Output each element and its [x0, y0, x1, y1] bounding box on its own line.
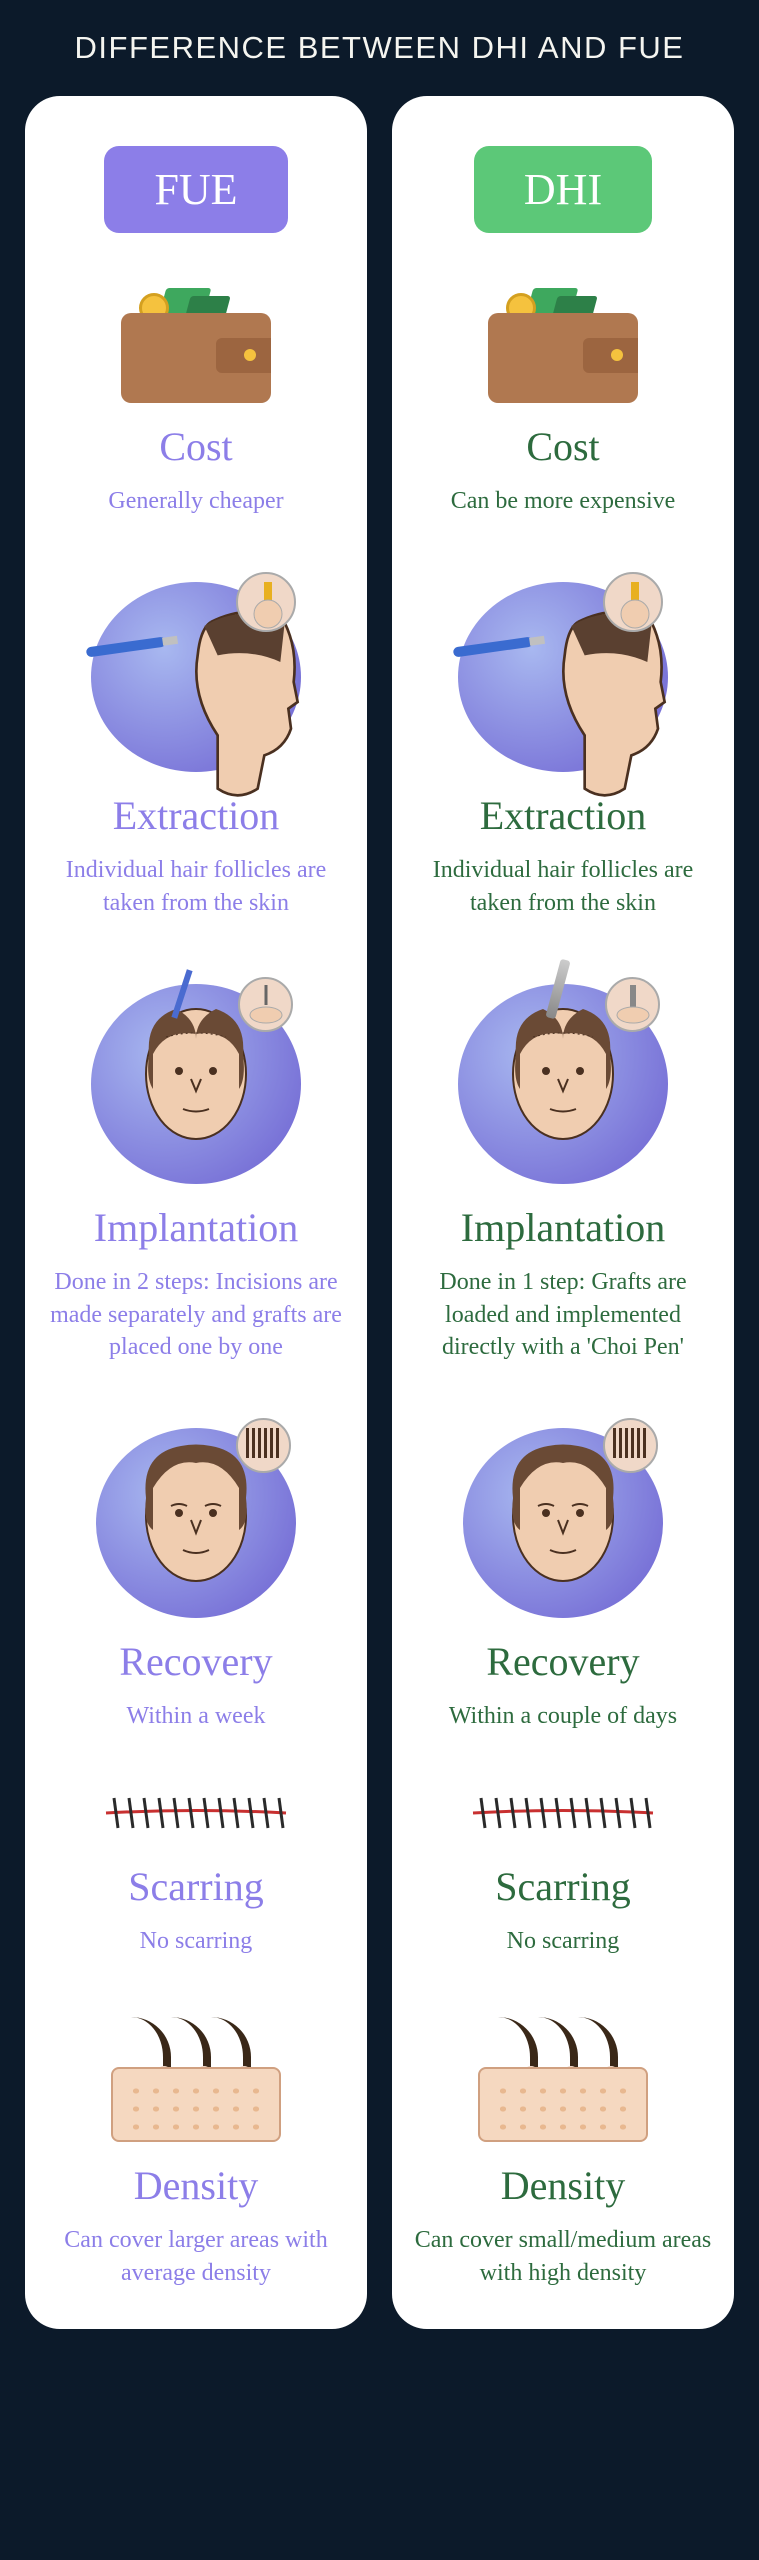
fue-cost-desc: Generally cheaper — [47, 485, 345, 517]
dhi-density-desc: Can cover small/medium areas with high d… — [414, 2224, 712, 2289]
wallet-icon — [414, 288, 712, 403]
fue-scar-section: Scarring No scarring — [47, 1788, 345, 1957]
fue-cost-section: Cost Generally cheaper — [47, 288, 345, 517]
fue-cost-title: Cost — [47, 423, 345, 470]
fue-implant-section: Implantation Done in 2 steps: Incisions … — [47, 974, 345, 1363]
dhi-density-title: Density — [414, 2162, 712, 2209]
fue-scar-title: Scarring — [47, 1863, 345, 1910]
head-recovery-icon — [47, 1418, 345, 1618]
dhi-cost-desc: Can be more expensive — [414, 485, 712, 517]
fue-recovery-section: Recovery Within a week — [47, 1418, 345, 1732]
head-recovery-icon — [414, 1418, 712, 1618]
dhi-implant-section: Implantation Done in 1 step: Grafts are … — [414, 974, 712, 1363]
fue-recovery-desc: Within a week — [47, 1700, 345, 1732]
page-title: DIFFERENCE BETWEEN DHI AND FUE — [25, 30, 734, 66]
fue-implant-title: Implantation — [47, 1204, 345, 1251]
dhi-extraction-section: Extraction Individual hair follicles are… — [414, 572, 712, 919]
dhi-extraction-desc: Individual hair follicles are taken from… — [414, 854, 712, 919]
scar-icon — [414, 1788, 712, 1843]
fue-badge: FUE — [104, 146, 287, 233]
density-icon — [47, 2012, 345, 2142]
comparison-columns: FUE Cost Generally cheaper Ex — [25, 96, 734, 2329]
fue-scar-desc: No scarring — [47, 1925, 345, 1957]
fue-density-section: Density Can cover larger areas with aver… — [47, 2012, 345, 2289]
dhi-recovery-desc: Within a couple of days — [414, 1700, 712, 1732]
dhi-recovery-title: Recovery — [414, 1638, 712, 1685]
dhi-scar-section: Scarring No scarring — [414, 1788, 712, 1957]
scar-icon — [47, 1788, 345, 1843]
dhi-scar-title: Scarring — [414, 1863, 712, 1910]
head-extraction-icon — [47, 572, 345, 772]
head-implant-dhi-icon — [414, 974, 712, 1184]
head-extraction-icon — [414, 572, 712, 772]
dhi-implant-title: Implantation — [414, 1204, 712, 1251]
dhi-density-section: Density Can cover small/medium areas wit… — [414, 2012, 712, 2289]
dhi-badge: DHI — [474, 146, 652, 233]
density-icon — [414, 2012, 712, 2142]
wallet-icon — [47, 288, 345, 403]
dhi-scar-desc: No scarring — [414, 1925, 712, 1957]
fue-extraction-desc: Individual hair follicles are taken from… — [47, 854, 345, 919]
fue-recovery-title: Recovery — [47, 1638, 345, 1685]
dhi-column: DHI Cost Can be more expensive — [392, 96, 734, 2329]
fue-column: FUE Cost Generally cheaper Ex — [25, 96, 367, 2329]
fue-density-title: Density — [47, 2162, 345, 2209]
dhi-cost-title: Cost — [414, 423, 712, 470]
dhi-recovery-section: Recovery Within a couple of days — [414, 1418, 712, 1732]
dhi-implant-desc: Done in 1 step: Grafts are loaded and im… — [414, 1266, 712, 1363]
fue-implant-desc: Done in 2 steps: Incisions are made sepa… — [47, 1266, 345, 1363]
fue-density-desc: Can cover larger areas with average dens… — [47, 2224, 345, 2289]
head-implant-fue-icon — [47, 974, 345, 1184]
fue-extraction-section: Extraction Individual hair follicles are… — [47, 572, 345, 919]
dhi-cost-section: Cost Can be more expensive — [414, 288, 712, 517]
